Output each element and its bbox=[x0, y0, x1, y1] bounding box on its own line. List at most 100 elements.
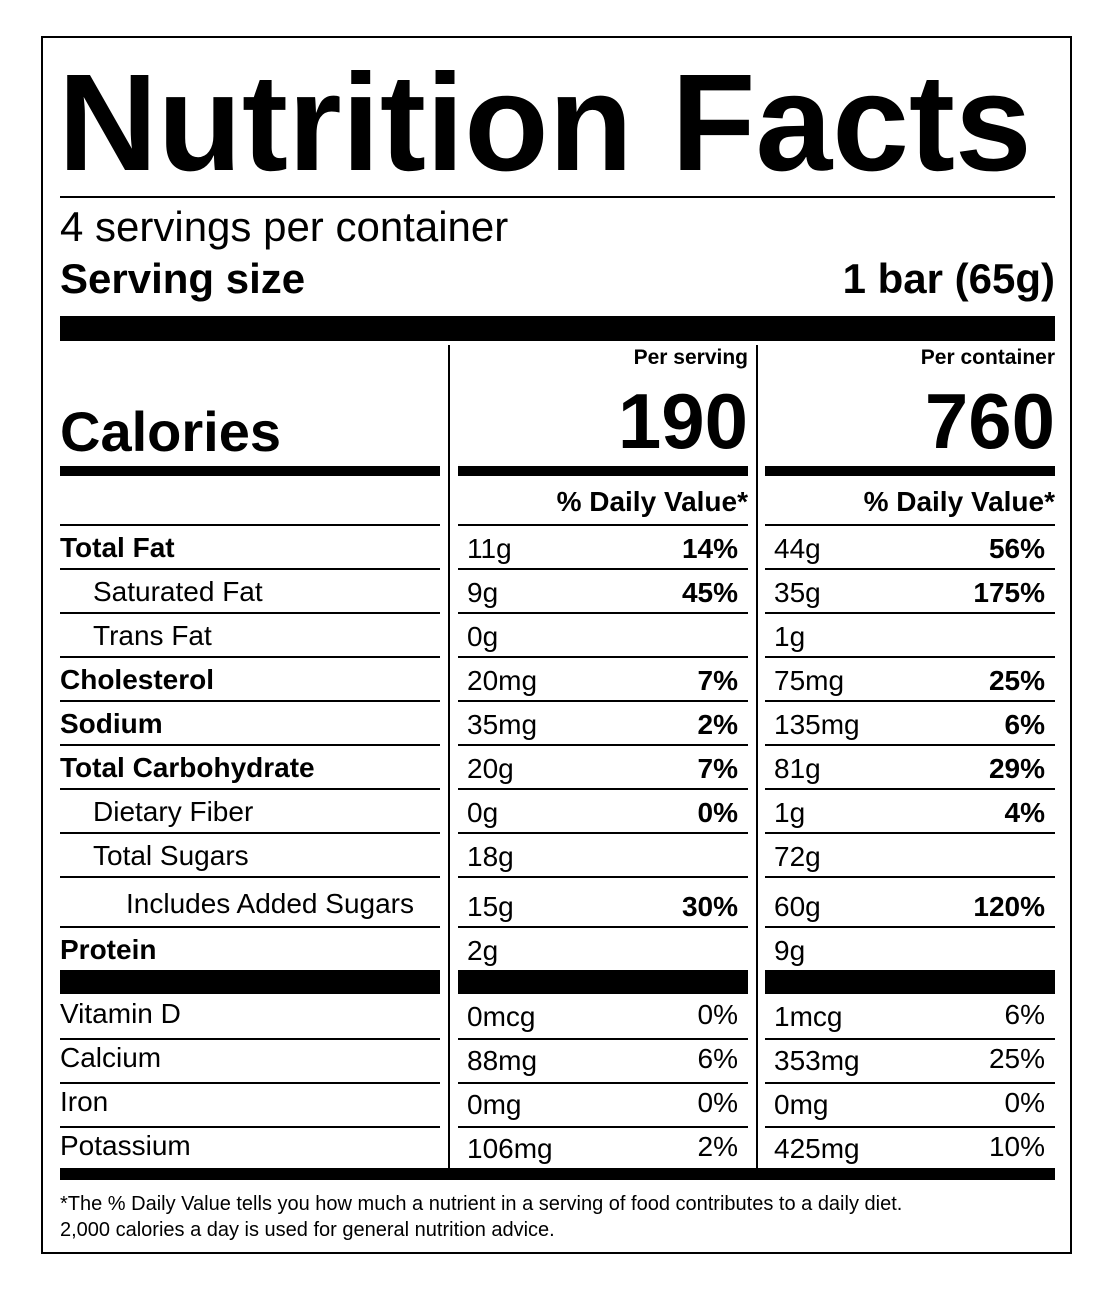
daily-value: 7% bbox=[697, 753, 738, 784]
row-line bbox=[60, 1082, 440, 1084]
thick-bar bbox=[60, 970, 440, 994]
row-line bbox=[765, 656, 1055, 658]
daily-value: 175% bbox=[973, 577, 1045, 608]
column-divider bbox=[756, 345, 758, 1168]
row-line bbox=[60, 656, 440, 658]
medium-bar bbox=[60, 466, 440, 476]
amount: 0mg bbox=[774, 1089, 829, 1120]
row-line bbox=[458, 876, 748, 878]
amount: 20g bbox=[467, 753, 514, 784]
amount: 1g bbox=[774, 797, 806, 828]
column-divider bbox=[448, 345, 450, 1168]
nutrient-name: Total Fat bbox=[60, 532, 175, 563]
thick-bar bbox=[458, 970, 748, 994]
row-line bbox=[60, 876, 440, 878]
amount: 106mg bbox=[467, 1133, 553, 1164]
servings-per-container: 4 servings per container bbox=[60, 203, 509, 250]
amount: 425mg bbox=[774, 1133, 860, 1164]
thick-bar bbox=[60, 316, 1055, 341]
row-line bbox=[458, 744, 748, 746]
daily-value: 14% bbox=[681, 533, 738, 564]
column-header: Per serving bbox=[633, 346, 748, 369]
label-border bbox=[41, 36, 1072, 1254]
daily-value: 6% bbox=[1004, 999, 1045, 1030]
footnote: *The % Daily Value tells you how much a … bbox=[60, 1193, 903, 1215]
daily-value: 56% bbox=[988, 533, 1045, 564]
daily-value-header: % Daily Value* bbox=[556, 486, 748, 517]
daily-value: 120% bbox=[973, 891, 1045, 922]
row-line bbox=[765, 744, 1055, 746]
amount: 135mg bbox=[774, 709, 860, 740]
amount: 1mcg bbox=[774, 1001, 843, 1032]
daily-value-header: % Daily Value* bbox=[863, 486, 1055, 517]
nutrient-name: Sodium bbox=[60, 708, 163, 739]
amount: 72g bbox=[774, 841, 821, 872]
row-line bbox=[765, 832, 1055, 834]
row-line bbox=[765, 1082, 1055, 1084]
daily-value: 0% bbox=[697, 999, 738, 1030]
row-line bbox=[458, 926, 748, 928]
amount: 88mg bbox=[467, 1045, 538, 1076]
daily-value: 29% bbox=[988, 753, 1045, 784]
daily-value: 2% bbox=[697, 709, 738, 740]
medium-bar bbox=[765, 466, 1055, 476]
nutrient-name: Saturated Fat bbox=[93, 576, 263, 607]
title: Nutrition Facts bbox=[58, 46, 1032, 200]
daily-value: 0% bbox=[697, 797, 738, 828]
amount: 2g bbox=[467, 935, 499, 966]
row-line bbox=[60, 700, 440, 702]
column-header: Per container bbox=[920, 346, 1055, 369]
amount: 9g bbox=[467, 577, 499, 608]
amount: 18g bbox=[467, 841, 514, 872]
nutrient-name: Protein bbox=[60, 934, 157, 965]
daily-value: 4% bbox=[1004, 797, 1045, 828]
row-line bbox=[60, 1126, 440, 1128]
daily-value: 45% bbox=[681, 577, 738, 608]
amount: 75mg bbox=[774, 665, 845, 696]
vitamin-name: Potassium bbox=[60, 1130, 191, 1161]
amount: 11g bbox=[467, 533, 512, 564]
footnote: 2,000 calories a day is used for general… bbox=[60, 1219, 555, 1241]
daily-value: 2% bbox=[697, 1131, 738, 1162]
thick-bar bbox=[60, 1168, 1055, 1180]
row-line bbox=[765, 612, 1055, 614]
daily-value: 0% bbox=[697, 1087, 738, 1118]
row-line bbox=[765, 1126, 1055, 1128]
row-line bbox=[765, 788, 1055, 790]
row-line bbox=[458, 788, 748, 790]
row-line bbox=[60, 926, 440, 928]
row-line bbox=[458, 1082, 748, 1084]
amount: 81g bbox=[774, 753, 821, 784]
thick-bar bbox=[765, 970, 1055, 994]
row-line bbox=[765, 568, 1055, 570]
daily-value: 10% bbox=[988, 1131, 1045, 1162]
nutrient-name: Dietary Fiber bbox=[93, 796, 254, 827]
amount: 35mg bbox=[467, 709, 538, 740]
amount: 0mg bbox=[467, 1089, 522, 1120]
row-line bbox=[765, 876, 1055, 878]
row-line bbox=[458, 1038, 748, 1040]
vitamin-name: Vitamin D bbox=[60, 998, 181, 1029]
amount: 353mg bbox=[774, 1045, 860, 1076]
amount: 60g bbox=[774, 891, 821, 922]
amount: 0mcg bbox=[467, 1001, 536, 1032]
daily-value: 30% bbox=[681, 891, 738, 922]
row-line bbox=[60, 788, 440, 790]
amount: 0g bbox=[467, 797, 499, 828]
row-line bbox=[60, 1038, 440, 1040]
amount: 15g bbox=[467, 891, 514, 922]
row-line bbox=[765, 926, 1055, 928]
vitamin-name: Calcium bbox=[60, 1042, 162, 1073]
daily-value: 0% bbox=[1004, 1087, 1045, 1118]
calories-value: 760 bbox=[924, 377, 1055, 465]
row-line bbox=[458, 832, 748, 834]
row-line bbox=[458, 1126, 748, 1128]
serving-size-label: Serving size bbox=[60, 255, 306, 302]
amount: 9g bbox=[774, 935, 806, 966]
row-line bbox=[60, 524, 440, 526]
row-line bbox=[765, 1038, 1055, 1040]
serving-size-value: 1 bar (65g) bbox=[842, 255, 1055, 302]
row-line bbox=[60, 568, 440, 570]
daily-value: 6% bbox=[1004, 709, 1045, 740]
